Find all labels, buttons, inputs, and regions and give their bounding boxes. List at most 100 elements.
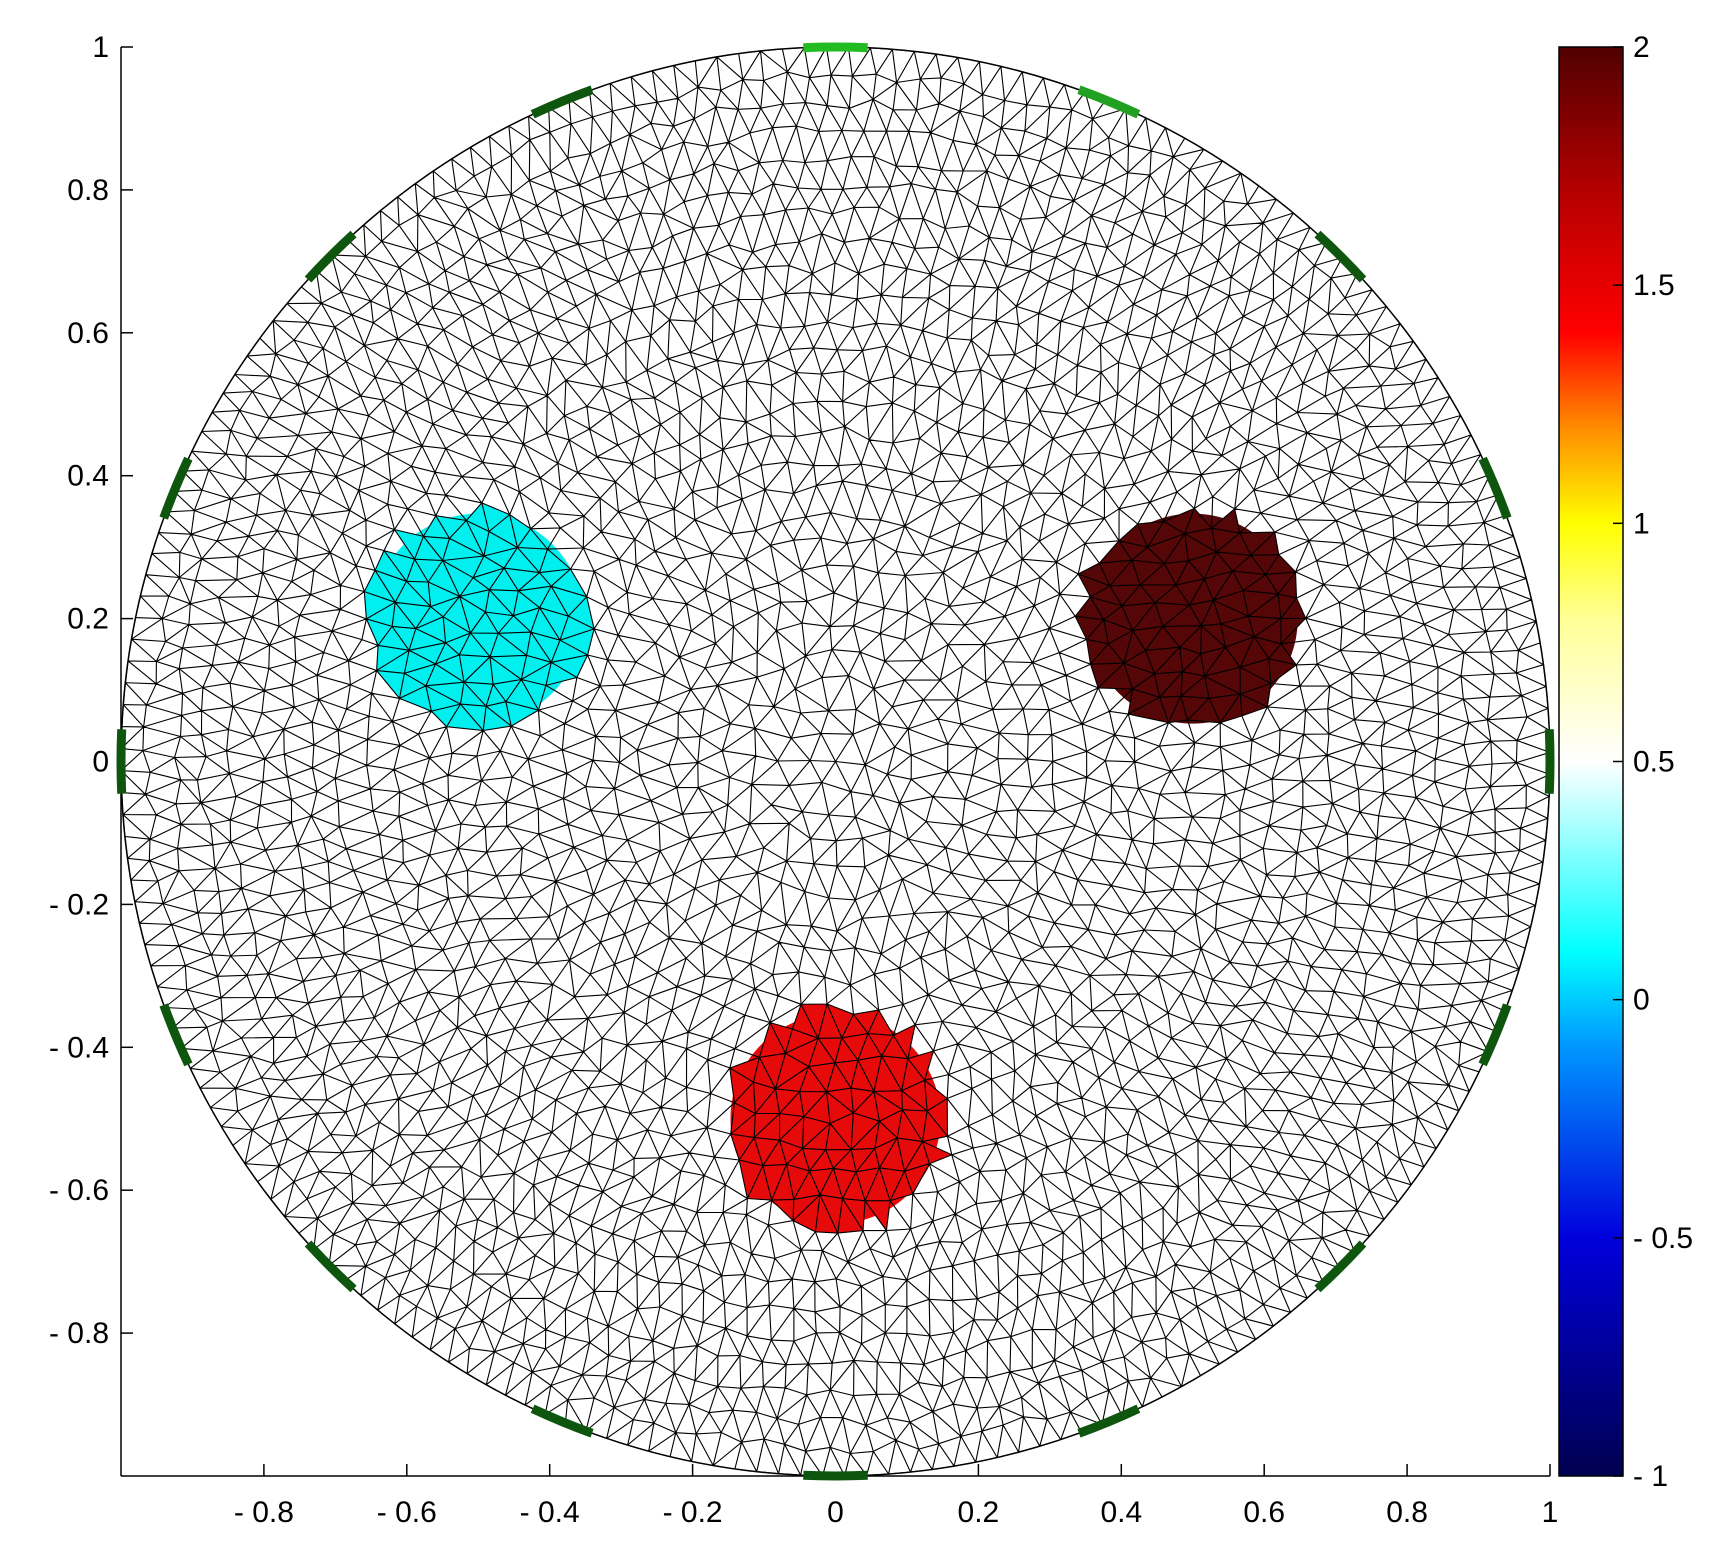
inclusion-element — [818, 1004, 842, 1039]
colorbar: 2 1.5 1 0.5 0 - 0.5 - 1 — [1558, 31, 1693, 1493]
inclusion-element — [483, 706, 512, 731]
inclusion-element — [464, 682, 494, 707]
inclusion-element — [881, 1035, 908, 1059]
inclusion-element — [1132, 602, 1163, 631]
inclusion-element — [729, 1057, 760, 1083]
inclusion-element — [833, 1168, 857, 1199]
inclusion-element — [392, 626, 416, 651]
inclusion-element — [1075, 596, 1104, 620]
inclusion-element — [1099, 540, 1132, 564]
inclusion-element — [922, 1141, 952, 1164]
inclusion-element — [1204, 676, 1241, 699]
inclusion-element — [1078, 573, 1110, 597]
y-tick-label: - 0.4 — [49, 1031, 109, 1064]
inclusion-element — [1213, 600, 1249, 624]
inclusion-element — [1265, 554, 1296, 575]
inclusion-element — [459, 654, 491, 683]
inclusion-element — [753, 1057, 776, 1089]
inclusion-element — [1250, 554, 1279, 575]
colorbar-tick-label: 1 — [1633, 507, 1650, 540]
inclusion-element — [825, 1149, 852, 1169]
inclusion-element — [460, 682, 487, 707]
inclusion-element — [395, 602, 431, 629]
inclusion-element — [1240, 636, 1269, 668]
inclusion-element — [815, 1194, 838, 1234]
inclusion-element — [464, 656, 494, 685]
inclusion-element — [902, 1109, 928, 1142]
inclusion-element — [1189, 600, 1214, 626]
inclusion-element — [404, 650, 436, 674]
inclusion-element — [364, 591, 396, 619]
inclusion-element — [858, 1033, 882, 1061]
colorbar-tick-label: 0.5 — [1633, 746, 1675, 779]
inclusion-element — [759, 1053, 786, 1089]
inclusion-element — [1164, 533, 1189, 564]
inclusion-element — [1268, 643, 1297, 665]
inclusion-element — [394, 529, 424, 560]
electrodes — [116, 42, 1555, 1481]
inclusion-element — [505, 679, 539, 711]
inclusion-element — [1155, 585, 1190, 606]
x-tick-label: 0.4 — [1100, 1496, 1142, 1529]
colorbar-tick-label: 0 — [1633, 984, 1650, 1017]
electrode-5 — [1544, 729, 1555, 794]
electrode-11 — [304, 1240, 357, 1293]
inclusion-element — [785, 1029, 819, 1054]
inclusion-element — [539, 549, 571, 573]
inclusion-element — [1220, 623, 1255, 648]
inclusion-element — [473, 556, 505, 578]
inclusion-element — [428, 582, 460, 607]
inclusion-element — [1265, 571, 1296, 594]
inclusion-element — [867, 1033, 894, 1056]
inclusion-element — [1180, 671, 1205, 697]
inclusion-element — [841, 1033, 868, 1061]
inclusion-element — [526, 632, 552, 663]
inclusion-element — [1211, 508, 1240, 533]
inclusion-element — [1184, 528, 1217, 553]
inclusion-element — [819, 1168, 843, 1199]
inclusion-element — [443, 596, 471, 634]
inclusion-element — [853, 1091, 880, 1122]
inclusion-element — [842, 1171, 866, 1201]
inclusion-element — [867, 1010, 894, 1036]
inclusion-element — [873, 1055, 902, 1092]
inclusion-element — [425, 663, 465, 686]
inclusion-element — [1162, 625, 1202, 648]
inclusion-element — [399, 673, 426, 699]
inclusion-element — [779, 1091, 804, 1117]
inclusion-element — [490, 633, 527, 657]
colorbar-tick-label: - 1 — [1633, 1460, 1668, 1493]
electrode-16 — [530, 85, 594, 119]
x-tick-label: - 0.2 — [663, 1496, 723, 1529]
inclusion-element — [851, 1148, 875, 1172]
inclusion-element — [747, 1165, 772, 1201]
inclusion-element — [826, 1088, 854, 1113]
inclusion-element — [470, 633, 499, 657]
inclusion-element — [1155, 602, 1190, 627]
inclusion-element — [559, 628, 595, 656]
inclusion-element — [853, 1010, 879, 1034]
inclusion-element — [489, 589, 519, 616]
inclusion-element — [509, 514, 531, 548]
inclusion-element — [826, 1062, 851, 1092]
inclusion-element — [874, 1121, 898, 1149]
inclusion-element — [1254, 618, 1281, 644]
inclusion-element — [1090, 663, 1124, 688]
inclusion-element — [483, 531, 518, 557]
inclusion-element — [850, 1088, 874, 1113]
inclusion-element — [517, 528, 548, 550]
inclusion-element — [1131, 560, 1165, 585]
inclusion-element — [1123, 630, 1146, 664]
inclusion-element — [425, 682, 465, 705]
inclusion-element — [376, 670, 405, 699]
y-ticks: 1 0.8 0.6 0.4 0.2 0 - 0.2 - 0.4 - 0.6 - 0.8 — [49, 31, 133, 1350]
inclusion-element — [445, 633, 471, 655]
inclusion-element — [485, 612, 514, 634]
inclusion-element — [1240, 693, 1268, 716]
inclusion-element — [1268, 658, 1297, 684]
inclusion-element — [841, 1014, 868, 1038]
inclusion-element — [793, 1194, 820, 1232]
y-tick-label: 0.2 — [67, 603, 109, 636]
inclusion-element — [375, 570, 407, 603]
inclusion-element — [1200, 625, 1226, 654]
